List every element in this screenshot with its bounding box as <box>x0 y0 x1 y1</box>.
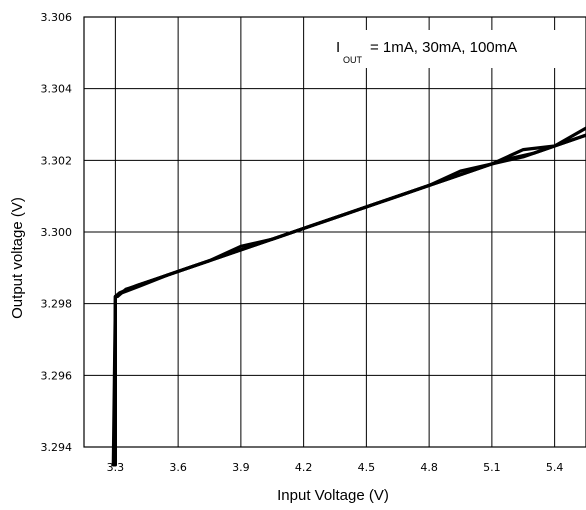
x-tick-label: 3.9 <box>232 461 250 474</box>
x-axis-label: Input Voltage (V) <box>277 487 389 504</box>
annotation-text: = 1mA, 30mA, 100mA <box>370 39 517 56</box>
x-tick-label: 4.8 <box>420 461 438 474</box>
annotation-subscript: OUT <box>343 55 363 65</box>
x-tick-label: 4.2 <box>295 461 313 474</box>
x-tick-label: 3.6 <box>169 461 187 474</box>
series-line-1 <box>111 126 586 467</box>
x-axis-ticks: 3.3 3.6 3.9 4.2 4.5 4.8 5.1 5.4 <box>107 461 564 474</box>
y-tick-label: 3.300 <box>41 226 73 239</box>
series-line-3 <box>113 133 586 467</box>
y-tick-label: 3.298 <box>41 298 73 311</box>
y-tick-label: 3.304 <box>41 83 73 96</box>
x-tick-label: 5.1 <box>483 461 501 474</box>
series-line-2 <box>112 133 586 467</box>
y-axis-label: Output voltage (V) <box>9 197 26 319</box>
x-tick-label: 4.5 <box>358 461 376 474</box>
series-lines <box>111 126 586 467</box>
plot-area-frame <box>83 16 586 448</box>
y-tick-label: 3.306 <box>41 11 73 24</box>
gridlines <box>84 16 586 448</box>
y-tick-label: 3.296 <box>41 369 73 382</box>
y-tick-label: 3.302 <box>41 154 73 167</box>
y-tick-label: 3.294 <box>41 441 73 454</box>
y-axis-ticks: 3.294 3.296 3.298 3.300 3.302 3.304 3.306 <box>41 11 73 454</box>
x-tick-label: 5.4 <box>546 461 564 474</box>
x-tick-label: 3.3 <box>107 461 125 474</box>
annotation-background <box>330 30 582 68</box>
legend-annotation: I OUT = 1mA, 30mA, 100mA <box>330 30 582 68</box>
annotation-prefix: I <box>336 39 340 56</box>
